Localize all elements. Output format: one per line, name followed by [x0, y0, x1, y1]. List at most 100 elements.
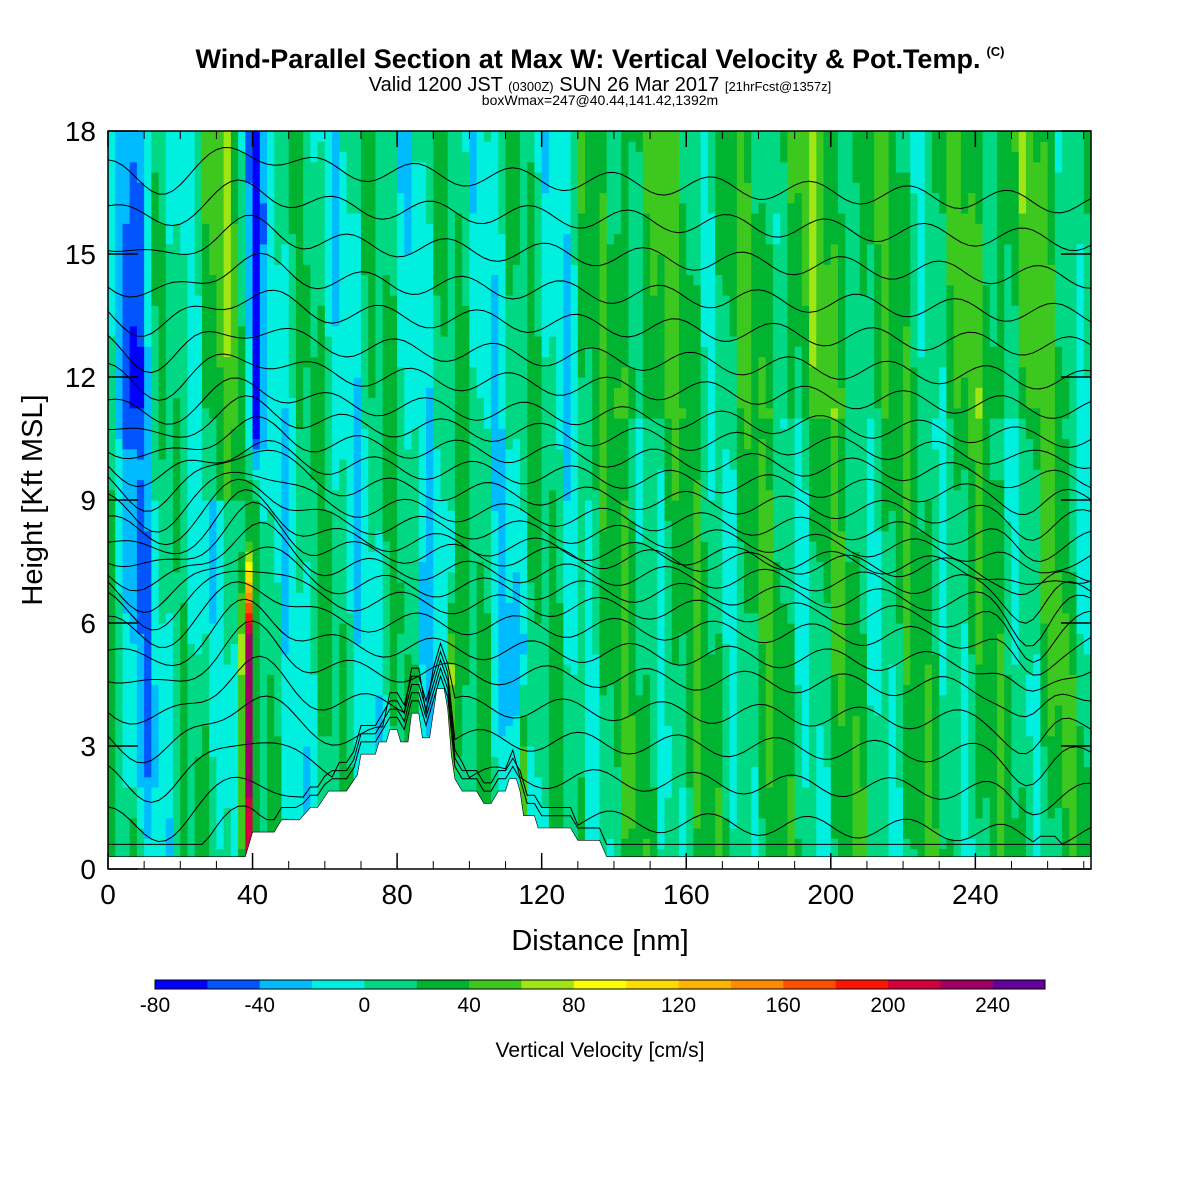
field-cell — [476, 725, 485, 737]
field-cell — [180, 243, 189, 255]
field-cell — [534, 756, 543, 768]
field-cell — [216, 725, 225, 737]
field-cell — [288, 325, 297, 337]
field-cell — [404, 233, 413, 245]
field-cell — [476, 571, 485, 583]
field-cell — [541, 438, 550, 450]
field-cell — [360, 633, 369, 645]
field-cell — [180, 530, 189, 542]
field-cell — [440, 223, 449, 235]
field-cell — [360, 746, 369, 757]
field-cell — [440, 397, 449, 409]
field-cell — [418, 305, 427, 317]
field-cell — [180, 664, 189, 675]
field-cell — [245, 787, 254, 798]
field-cell — [454, 448, 463, 460]
field-cell — [353, 715, 362, 727]
field-cell — [267, 131, 275, 142]
field-cell — [476, 561, 485, 573]
field-cell — [165, 653, 174, 665]
field-cell — [158, 684, 167, 696]
field-cell — [570, 305, 579, 317]
field-cell — [252, 459, 261, 470]
field-cell — [136, 274, 145, 286]
field-cell — [324, 295, 333, 306]
field-cell — [462, 305, 470, 317]
field-cell — [599, 817, 608, 829]
field-cell — [339, 694, 348, 706]
field-cell — [201, 459, 210, 470]
field-cell — [512, 612, 521, 624]
field-cell — [440, 254, 449, 265]
field-cell — [194, 817, 203, 829]
field-cell — [223, 551, 232, 563]
field-cell — [238, 571, 246, 583]
field-cell — [144, 325, 152, 337]
field-cell — [230, 694, 239, 706]
field-cell — [404, 674, 413, 686]
field-cell — [368, 746, 377, 757]
field-cell — [115, 356, 124, 368]
field-cell — [534, 643, 543, 655]
field-cell — [563, 715, 572, 727]
field-cell — [541, 459, 550, 470]
field-cell — [324, 684, 333, 696]
field-cell — [158, 223, 167, 235]
field-cell — [115, 223, 124, 235]
field-cell — [259, 254, 268, 265]
field-cell — [187, 561, 196, 573]
field-cell — [606, 838, 615, 850]
field-cell — [556, 172, 564, 183]
field-cell — [180, 684, 189, 696]
field-cell — [577, 541, 586, 552]
field-cell — [426, 428, 434, 440]
field-cell — [570, 428, 579, 440]
field-cell — [491, 428, 499, 440]
field-cell — [144, 397, 152, 409]
field-cell — [216, 172, 225, 183]
field-cell — [534, 735, 543, 747]
field-cell — [397, 602, 405, 614]
field-cell — [476, 715, 485, 727]
field-cell — [187, 643, 196, 655]
field-cell — [556, 366, 564, 378]
field-cell — [216, 623, 225, 634]
field-cell — [288, 715, 297, 727]
field-cell — [592, 325, 601, 337]
field-cell — [469, 766, 478, 778]
field-cell — [454, 274, 463, 286]
field-cell — [252, 305, 261, 317]
field-cell — [194, 541, 203, 552]
field-cell — [122, 346, 131, 358]
field-cell — [303, 479, 311, 491]
field-cell — [303, 336, 311, 347]
field-cell — [187, 684, 196, 696]
field-cell — [527, 489, 536, 501]
field-cell — [462, 571, 470, 583]
field-cell — [505, 500, 514, 511]
field-cell — [563, 397, 572, 409]
field-cell — [339, 643, 348, 655]
field-cell — [129, 828, 138, 839]
field-cell — [194, 254, 203, 265]
field-cell — [194, 592, 203, 604]
field-cell — [462, 254, 470, 265]
field-cell — [122, 623, 131, 634]
field-cell — [136, 643, 145, 655]
field-cell — [476, 530, 485, 542]
field-cell — [527, 551, 536, 563]
field-cell — [476, 356, 485, 368]
field-cell — [382, 233, 391, 245]
field-cell — [599, 346, 608, 358]
field-cell — [592, 192, 601, 204]
field-cell — [281, 705, 290, 716]
field-cell — [411, 510, 420, 522]
field-cell — [108, 346, 116, 358]
field-cell — [187, 735, 196, 747]
field-cell — [151, 336, 160, 347]
field-cell — [454, 561, 463, 573]
field-cell — [426, 541, 434, 552]
field-cell — [397, 715, 405, 727]
field-cell — [173, 192, 181, 204]
field-cell — [404, 561, 413, 573]
